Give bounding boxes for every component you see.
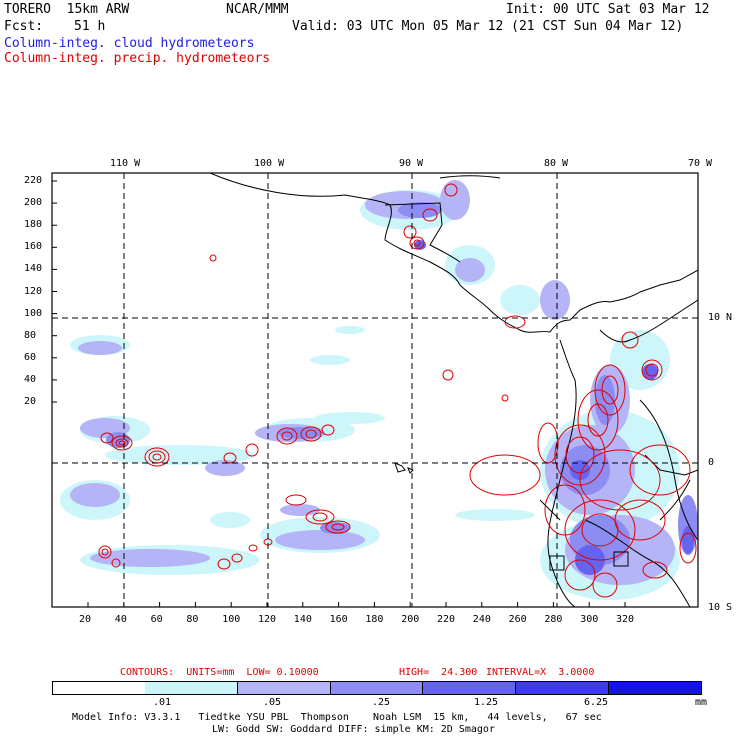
y-tick-label: 20 xyxy=(24,396,37,407)
x-tick-label: 120 xyxy=(258,614,277,625)
organization: NCAR/MMM xyxy=(226,2,289,17)
y-tick-label: 60 xyxy=(24,351,37,363)
x-tick-label: 220 xyxy=(437,614,456,625)
colorbar-tick-2: .25 xyxy=(372,697,391,708)
colorbar-segment xyxy=(516,681,610,695)
y-tick-label: 80 xyxy=(24,329,37,341)
lat-label-10n: 10 N xyxy=(708,312,733,323)
station-markers xyxy=(549,551,629,571)
x-tick-label: 300 xyxy=(580,614,599,625)
x-tick-label: 280 xyxy=(544,614,563,625)
model-info: Model Info: V3.3.1 Tiedtke YSU PBL Thomp… xyxy=(72,712,602,723)
precip-contours xyxy=(98,183,697,598)
plot-frame xyxy=(51,172,699,608)
y-tick-label: 180 xyxy=(24,219,43,231)
lat-label-10s: 10 S xyxy=(708,602,733,613)
x-tick-label: 180 xyxy=(365,614,384,625)
lon-label-110w: 110 W xyxy=(110,158,141,169)
x-tick-label: 20 xyxy=(79,614,92,625)
colorbar-segment xyxy=(52,681,146,695)
y-tick-label: 40 xyxy=(24,373,37,385)
colorbar-tick-0: .01 xyxy=(153,697,172,708)
x-tick-label: 160 xyxy=(329,614,348,625)
lon-label-80w: 80 W xyxy=(544,158,569,169)
x-tick-label: 240 xyxy=(472,614,491,625)
x-tick-label: 260 xyxy=(508,614,527,625)
colorbar-tick-1: .05 xyxy=(263,697,282,708)
colorbar-segment xyxy=(144,681,238,695)
colorbar-segment xyxy=(423,681,517,695)
model-title: TORERO 15km ARW xyxy=(4,2,130,17)
forecast-label: Fcst: xyxy=(4,19,44,34)
contour-interval: INTERVAL=X 3.0000 xyxy=(486,667,595,678)
field-label-cloud: Column-integ. cloud hydrometeors xyxy=(4,36,255,51)
x-tick-label: 320 xyxy=(616,614,635,625)
model-physics: LW: Godd SW: Goddard DIFF: simple KM: 2D… xyxy=(212,724,495,735)
x-tick-label: 200 xyxy=(401,614,420,625)
colorbar-segment xyxy=(237,681,331,695)
lat-label-0: 0 xyxy=(708,457,715,468)
lon-label-70w: 70 W xyxy=(688,158,713,169)
x-tick-label: 40 xyxy=(114,614,127,625)
colorbar-segment xyxy=(330,681,424,695)
x-tick-label: 60 xyxy=(150,614,163,625)
lon-label-90w: 90 W xyxy=(399,158,424,169)
colorbar-tick-3: 1.25 xyxy=(474,697,499,708)
y-tick-label: 120 xyxy=(24,285,43,297)
y-tick-label: 100 xyxy=(24,307,43,319)
valid-time: Valid: 03 UTC Mon 05 Mar 12 (21 CST Sun … xyxy=(292,19,684,34)
field-label-precip: Column-integ. precip. hydrometeors xyxy=(4,51,271,66)
forecast-hour: 51 h xyxy=(74,19,106,34)
x-tick-label: 80 xyxy=(186,614,199,625)
lat-lon-grid xyxy=(52,173,698,607)
y-tick-label: 200 xyxy=(24,197,43,209)
x-tick-label: 100 xyxy=(222,614,241,625)
contour-units: CONTOURS: UNITS=mm LOW= 0.10000 xyxy=(120,667,319,678)
colorbar-segment xyxy=(609,681,702,695)
axis-ticks xyxy=(52,180,626,607)
contour-high: HIGH= 24.300 xyxy=(399,667,478,678)
colorbar-tick-4: 6.25 xyxy=(584,697,609,708)
init-time: Init: 00 UTC Sat 03 Mar 12 xyxy=(506,2,710,17)
y-tick-label: 140 xyxy=(24,263,43,275)
colorbar-unit: mm xyxy=(695,697,708,708)
x-tick-label: 140 xyxy=(293,614,312,625)
y-tick-label: 220 xyxy=(24,175,43,186)
y-tick-label: 160 xyxy=(24,241,43,253)
lon-label-100w: 100 W xyxy=(254,158,285,169)
